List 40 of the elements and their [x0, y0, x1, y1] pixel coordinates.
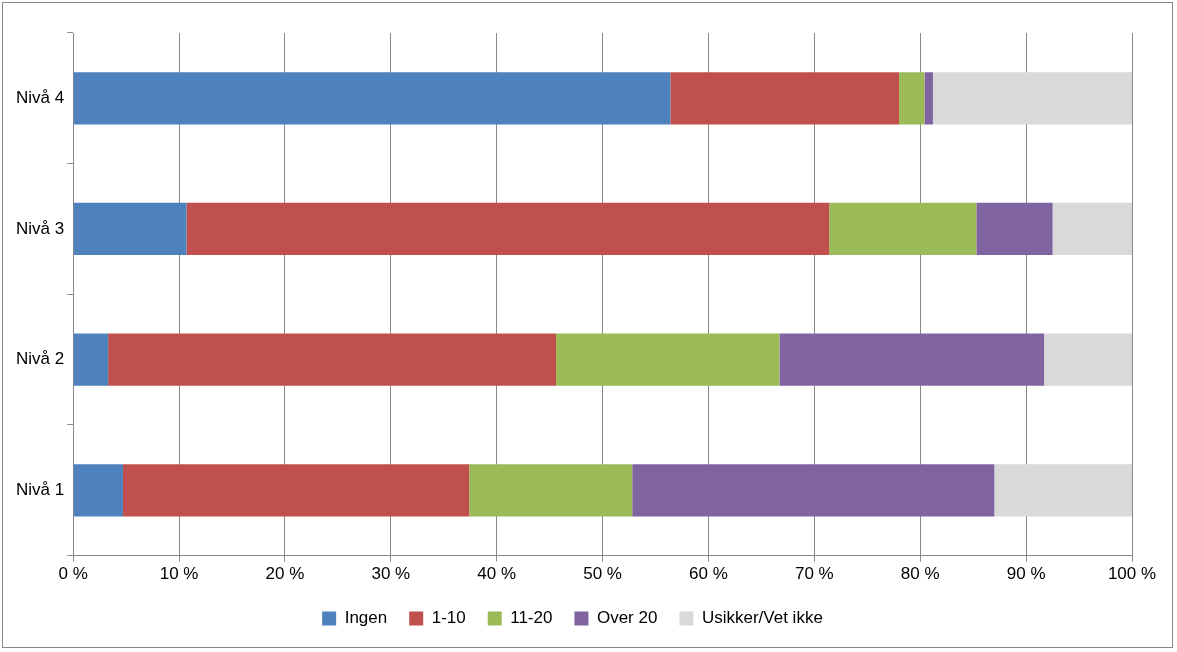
bar — [469, 464, 633, 517]
y-tick-label: Nivå 3 — [16, 218, 65, 238]
bar — [932, 72, 1132, 125]
bar — [976, 202, 1053, 256]
x-tick-label: 80 % — [900, 564, 940, 584]
bar — [108, 333, 557, 386]
x-tick-label: 60 % — [689, 564, 728, 584]
bar — [632, 464, 995, 517]
bar — [556, 333, 780, 386]
x-tick-label: 10 % — [159, 564, 199, 584]
x-tick-label: 20 % — [265, 564, 305, 584]
y-tick-label: Nivå 4 — [16, 88, 65, 108]
bar — [73, 202, 187, 256]
bar — [73, 464, 123, 517]
legend-label: 11-20 — [510, 608, 553, 628]
bar — [829, 202, 977, 256]
x-tick-label: 50 % — [583, 564, 622, 584]
bar — [779, 333, 1045, 386]
bar — [670, 72, 900, 125]
bar — [73, 333, 109, 386]
x-tick-label: 30 % — [371, 564, 411, 584]
bar — [186, 202, 830, 256]
legend-label: Usikker/Vet ikke — [701, 608, 823, 628]
bar — [994, 464, 1132, 517]
x-tick-label: 40 % — [477, 564, 517, 584]
y-tick-label: Nivå 2 — [16, 349, 65, 369]
bar — [924, 72, 933, 125]
x-tick-label: 0 % — [58, 564, 88, 584]
bar — [73, 72, 671, 125]
legend-label: Over 20 — [596, 608, 658, 628]
bar — [1052, 202, 1132, 256]
bar — [1044, 333, 1132, 386]
x-tick-label: 100 % — [1107, 564, 1157, 584]
legend-label: Ingen — [344, 608, 388, 628]
bar — [122, 464, 470, 517]
x-tick-label: 70 % — [794, 564, 834, 584]
legend-label: 1-10 — [431, 608, 466, 628]
x-tick-label: 90 % — [1006, 564, 1046, 584]
bar — [899, 72, 925, 125]
y-tick-label: Nivå 1 — [16, 479, 65, 499]
